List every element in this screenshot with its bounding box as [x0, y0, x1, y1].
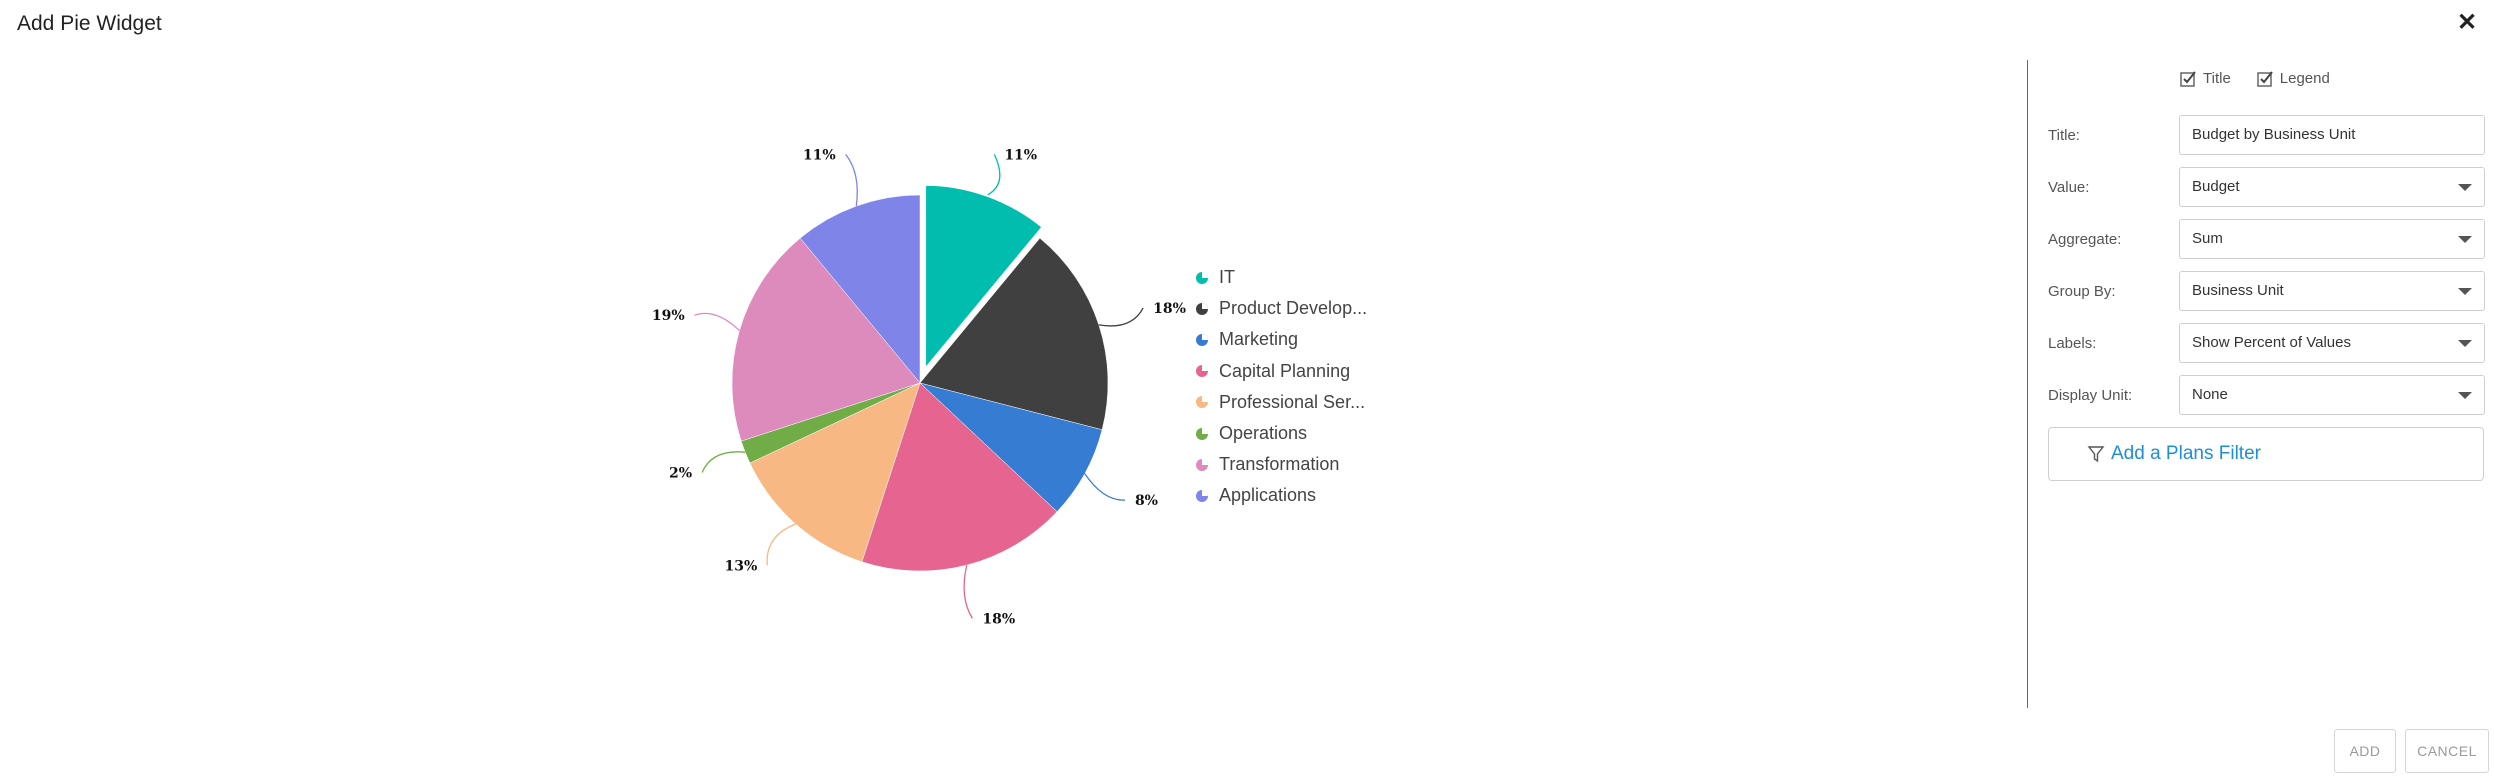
- chevron-down-icon: [2458, 184, 2472, 191]
- pie-slice[interactable]: [749, 382, 921, 563]
- add-button[interactable]: ADD: [2334, 729, 2396, 773]
- legend-item[interactable]: Capital Planning: [1195, 356, 1367, 387]
- data-label: 18%: [1153, 301, 1186, 317]
- toggle-legend[interactable]: Legend: [2257, 70, 2330, 87]
- pie-legend-icon: [1196, 271, 1208, 284]
- title-input[interactable]: Budget by Business Unit: [2179, 115, 2485, 155]
- value-select[interactable]: Budget: [2179, 167, 2485, 207]
- display-toggles: Title Legend: [2180, 70, 2330, 87]
- label-connector: [766, 523, 796, 566]
- chevron-down-icon: [2458, 288, 2472, 295]
- labels-select[interactable]: Show Percent of Values: [2179, 323, 2485, 363]
- add-plans-filter-button[interactable]: Add a Plans Filter: [2048, 427, 2484, 481]
- aggregate-select-text: Sum: [2192, 230, 2223, 247]
- field-display-unit: Display Unit: None: [2048, 375, 2488, 417]
- checkbox-checked-icon: [2180, 71, 2196, 87]
- field-labels-label: Labels:: [2048, 335, 2097, 352]
- data-label: 18%: [982, 611, 1015, 627]
- legend-label: Product Develop...: [1219, 298, 1368, 319]
- pie-legend-icon: [1196, 458, 1208, 471]
- legend-label: IT: [1219, 267, 1235, 288]
- add-plans-filter-label: Add a Plans Filter: [2111, 443, 2261, 464]
- checkbox-checked-icon: [2257, 71, 2273, 87]
- label-connector: [694, 312, 740, 332]
- pie-legend-icon: [1196, 427, 1208, 440]
- close-icon[interactable]: ✕: [2456, 9, 2478, 36]
- filter-icon: [2087, 446, 2105, 463]
- label-connector: [1098, 307, 1144, 327]
- pie-legend-icon: [1196, 396, 1208, 409]
- legend-item[interactable]: Marketing: [1195, 324, 1367, 355]
- data-label: 11%: [1004, 147, 1037, 163]
- pie-chart: 11% 18% 8% 18% 13% 2% 19% 11% IT Product Develop…: [0, 60, 2000, 720]
- legend-item[interactable]: Operations: [1195, 418, 1367, 449]
- toggle-title-label: Title: [2203, 70, 2231, 87]
- data-label: 13%: [725, 558, 758, 574]
- panel-divider: [2027, 60, 2028, 708]
- pie-legend-icon: [1196, 302, 1208, 315]
- field-title: Title: Budget by Business Unit: [2048, 115, 2488, 157]
- field-group-by-label: Group By:: [2048, 283, 2116, 300]
- toggle-title[interactable]: Title: [2180, 70, 2231, 87]
- field-value: Value: Budget: [2048, 167, 2488, 209]
- pie-legend-icon: [1196, 365, 1208, 378]
- label-connector: [701, 451, 746, 473]
- chart-legend: IT Product Develop... Marketing Capital Pla…: [1195, 262, 1367, 512]
- chevron-down-icon: [2458, 236, 2472, 243]
- label-connector: [845, 153, 858, 207]
- aggregate-select[interactable]: Sum: [2179, 219, 2485, 259]
- data-label: 11%: [803, 147, 836, 163]
- legend-item[interactable]: Product Develop...: [1195, 293, 1367, 324]
- value-select-text: Budget: [2192, 178, 2240, 195]
- pie-slice[interactable]: [731, 237, 921, 442]
- pie-slice[interactable]: [919, 237, 1109, 431]
- toggle-legend-label: Legend: [2279, 70, 2330, 87]
- field-aggregate-label: Aggregate:: [2048, 231, 2122, 248]
- field-value-label: Value:: [2048, 179, 2090, 196]
- data-label: 19%: [652, 308, 685, 324]
- display-unit-select-text: None: [2192, 386, 2228, 403]
- display-unit-select[interactable]: None: [2179, 375, 2485, 415]
- field-title-label: Title:: [2048, 127, 2080, 144]
- legend-label: Operations: [1219, 423, 1308, 444]
- group-by-select[interactable]: Business Unit: [2179, 271, 2485, 311]
- field-aggregate: Aggregate: Sum: [2048, 219, 2488, 261]
- legend-label: Professional Ser...: [1219, 391, 1366, 412]
- pie-slice[interactable]: [861, 382, 1058, 572]
- field-display-unit-label: Display Unit:: [2048, 387, 2133, 404]
- labels-select-text: Show Percent of Values: [2192, 334, 2351, 351]
- legend-label: Capital Planning: [1219, 360, 1351, 381]
- pie-slice[interactable]: [799, 194, 921, 384]
- data-label: 2%: [669, 465, 692, 481]
- label-connector: [1084, 473, 1125, 501]
- pie-slice[interactable]: [919, 382, 1103, 513]
- page-title: Add Pie Widget: [17, 12, 162, 35]
- field-group-by: Group By: Business Unit: [2048, 271, 2488, 313]
- label-connector: [987, 154, 1001, 196]
- data-label: 8%: [1135, 493, 1158, 509]
- legend-item[interactable]: Professional Ser...: [1195, 387, 1367, 418]
- field-labels: Labels: Show Percent of Values: [2048, 323, 2488, 365]
- chevron-down-icon: [2458, 392, 2472, 399]
- legend-item[interactable]: IT: [1195, 262, 1367, 293]
- pie-legend-icon: [1196, 489, 1208, 502]
- legend-label: Transformation: [1219, 454, 1340, 475]
- label-connector: [963, 564, 973, 619]
- cancel-button[interactable]: CANCEL: [2405, 729, 2489, 773]
- chevron-down-icon: [2458, 340, 2472, 347]
- legend-label: Applications: [1219, 485, 1317, 506]
- legend-item[interactable]: Applications: [1195, 480, 1367, 511]
- pie-slice[interactable]: [922, 181, 1047, 378]
- pie-chart-svg: 11% 18% 8% 18% 13% 2% 19% 11%: [652, 147, 1186, 627]
- pie-legend-icon: [1196, 333, 1208, 346]
- group-by-select-text: Business Unit: [2192, 282, 2284, 299]
- legend-item[interactable]: Transformation: [1195, 449, 1367, 480]
- legend-label: Marketing: [1219, 329, 1299, 350]
